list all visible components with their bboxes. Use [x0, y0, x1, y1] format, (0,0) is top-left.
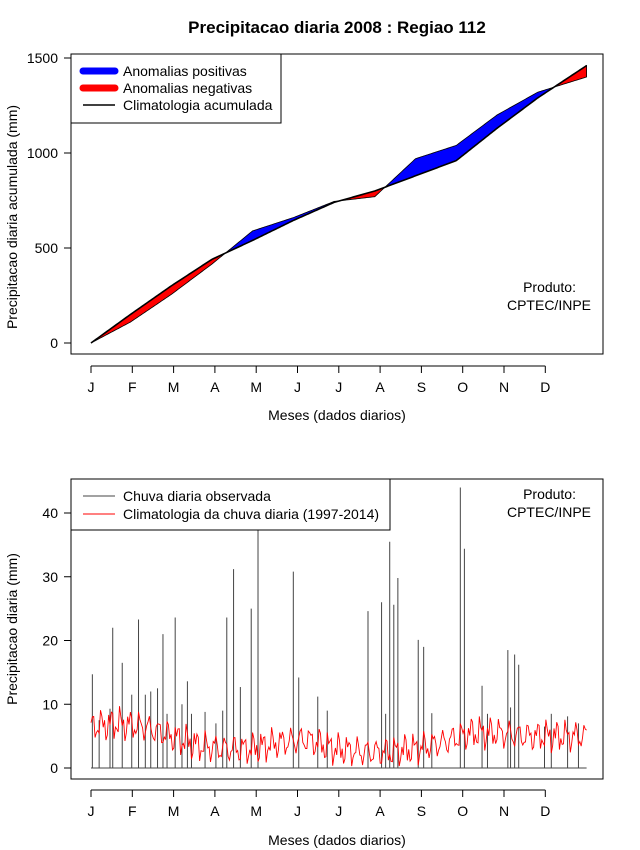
daily-x-tick-label: J	[294, 803, 301, 819]
cumulative-lines	[90, 64, 588, 344]
cumulative-x-label: Meses (dados diarios)	[268, 407, 406, 423]
cumulative-y-tick-label: 1000	[27, 145, 58, 161]
daily-y-axis: 0 10 20 30 40	[42, 505, 72, 776]
cumulative-x-tick-label: A	[375, 379, 385, 395]
cumulative-y-axis: 0 500 1000 1500	[27, 50, 72, 351]
legend-negative-label: Anomalias negativas	[123, 80, 252, 96]
cumulative-x-tick-label: J	[335, 379, 342, 395]
credit-org-bottom: CPTEC/INPE	[507, 504, 591, 520]
daily-legend-box	[70, 478, 391, 531]
cumulative-x-tick-label: N	[499, 379, 509, 395]
daily-climatology-line	[90, 706, 587, 767]
cumulative-x-tick-label: F	[128, 379, 137, 395]
daily-x-tick-label: D	[540, 803, 550, 819]
daily-x-tick-label: J	[88, 803, 95, 819]
legend-clim-label: Climatologia acumulada	[123, 97, 273, 113]
cumulative-x-tick-label: D	[540, 379, 550, 395]
cumulative-x-tick-label: S	[417, 379, 426, 395]
daily-y-tick-label: 40	[42, 505, 58, 521]
positive-anomaly-area	[383, 86, 555, 189]
cumulative-y-tick-label: 1500	[27, 50, 58, 66]
credit-label-top: Produto:	[523, 279, 576, 295]
legend-daily-clim-label: Climatologia da chuva diaria (1997-2014)	[123, 506, 379, 522]
daily-legend: Chuva diaria observada Climatologia da c…	[70, 478, 391, 531]
credit-label-bottom: Produto:	[523, 486, 576, 502]
cumulative-panel: 0 500 1000 1500 J F M A M J J A S O N D Meses (dados d…	[4, 50, 604, 423]
negative-anomaly-area	[90, 253, 225, 344]
cumulative-y-label: Precipitacao diaria acumulada (mm)	[4, 105, 20, 329]
cumulative-x-tick-label: J	[88, 379, 95, 395]
daily-y-tick-label: 30	[42, 569, 58, 585]
daily-x-tick-label: M	[168, 803, 180, 819]
daily-y-label: Precipitacao diaria (mm)	[4, 553, 20, 705]
daily-x-tick-label: F	[128, 803, 137, 819]
daily-x-label: Meses (dados diarios)	[268, 832, 406, 848]
legend-positive-label: Anomalias positivas	[123, 63, 247, 79]
cumulative-x-tick-label: M	[250, 379, 262, 395]
daily-x-tick-label: J	[335, 803, 342, 819]
daily-bars	[91, 487, 587, 769]
cumulative-x-tick-label: A	[210, 379, 220, 395]
daily-x-tick-label: N	[499, 803, 509, 819]
daily-x-tick-label: M	[250, 803, 262, 819]
cumulative-legend: Anomalias positivas Anomalias negativas …	[70, 53, 282, 124]
cumulative-x-tick-label: M	[168, 379, 180, 395]
climatology-cumulative-line	[90, 64, 588, 344]
daily-x-tick-label: O	[457, 803, 468, 819]
chart-title: Precipitacao diaria 2008 : Regiao 112	[188, 18, 486, 37]
cumulative-x-tick-label: O	[457, 379, 468, 395]
credit-org-top: CPTEC/INPE	[507, 297, 591, 313]
daily-clim-line-group	[90, 706, 587, 767]
daily-panel: 0 10 20 30 40 J F M A M J J A S O N D Meses (dados diar…	[4, 478, 604, 848]
legend-observed-label: Chuva diaria observada	[123, 488, 271, 504]
daily-x-tick-label: A	[375, 803, 385, 819]
daily-x-tick-label: A	[210, 803, 220, 819]
daily-y-tick-label: 0	[50, 760, 58, 776]
daily-y-tick-label: 10	[42, 696, 58, 712]
cumulative-y-tick-label: 500	[35, 240, 59, 256]
daily-y-tick-label: 20	[42, 633, 58, 649]
cumulative-y-tick-label: 0	[50, 335, 58, 351]
cumulative-x-tick-label: J	[294, 379, 301, 395]
daily-x-tick-label: S	[417, 803, 426, 819]
